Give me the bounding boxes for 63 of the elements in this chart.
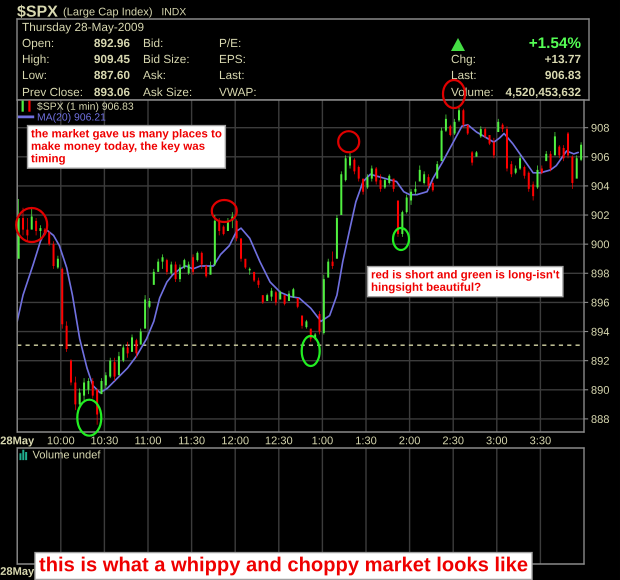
x-tick-label: 12:00 (222, 436, 249, 444)
x-tick-label: 2:00 (399, 436, 420, 444)
text: Chg: (452, 54, 475, 66)
text: this is what a whippy and choppy market looks like (39, 556, 528, 576)
x-tick-label: 11:30 (178, 436, 205, 444)
x-tick-label: 11:00 (135, 436, 162, 444)
x-tick-label: 28May (0, 436, 34, 447)
candlestick (257, 278, 260, 288)
text: Ask: (143, 70, 165, 80)
y-tick-label: 902 (591, 211, 609, 220)
candlestick (332, 251, 334, 269)
text: +1.54% (529, 37, 581, 48)
text: Bid Size: (144, 54, 189, 64)
y-tick-label: 894 (591, 328, 610, 336)
legend-label: MA(20) 906.21 (38, 112, 106, 123)
text: INDX (162, 8, 186, 16)
x-tick-label: 12:30 (266, 436, 292, 444)
candlestick (39, 225, 42, 238)
annotation: red is short and green is long-isn't hingsight beautiful? (372, 270, 560, 294)
y-tick-label: 904 (591, 182, 610, 190)
text: 892.96 (94, 38, 130, 48)
candlestick (162, 254, 164, 269)
y-tick-label: 908 (591, 124, 609, 132)
text: Last: (452, 70, 476, 80)
x-tick-label: 3:00 (486, 436, 508, 444)
text: +13.77 (545, 54, 580, 64)
text: 909.45 (94, 54, 130, 64)
y-tick-label: 896 (591, 298, 609, 307)
text: Thursday 28-May-2009 (22, 22, 144, 34)
x-tick-label: 1:30 (356, 436, 376, 444)
text: (Large Cap Index) (64, 7, 152, 18)
legend-label: $SPX (1 min) 906.83 (37, 102, 134, 112)
text: Low: (22, 70, 46, 80)
text: Bid: (144, 38, 162, 48)
text: Prev Close: (22, 88, 82, 96)
x-tick-label: 10:30 (91, 436, 118, 444)
text: 28May (0, 567, 34, 578)
candlestick (414, 182, 416, 195)
text: 893.06 (94, 88, 130, 96)
annotation: the market gave us many places to make money today, the key was timing (31, 129, 222, 165)
y-tick-label: 890 (591, 386, 610, 394)
text: Ask Size: (143, 88, 192, 96)
text: High: (22, 54, 48, 66)
y-tick-label: 906 (591, 153, 609, 161)
x-tick-label: 1:00 (312, 436, 333, 444)
y-tick-label: 888 (591, 415, 609, 424)
text: EPS: (220, 54, 245, 64)
text: $SPX (17, 4, 58, 18)
text: 906.83 (545, 70, 581, 80)
x-tick-label: 3:30 (530, 436, 551, 444)
text: Volume undef (32, 450, 100, 459)
text: VWAP: (219, 88, 256, 96)
text: 4,520,453,632 (506, 88, 581, 98)
y-tick-label: 900 (591, 240, 610, 248)
text: 887.60 (94, 70, 130, 80)
x-tick-label: 10:00 (48, 436, 74, 444)
line-series (17, 124, 580, 394)
text: Open: (22, 38, 54, 50)
y-tick-label: 898 (591, 270, 609, 278)
text: Last: (220, 70, 244, 80)
text: P/E: (220, 38, 240, 48)
y-tick-label: 892 (591, 356, 609, 365)
x-tick-label: 2:30 (442, 436, 464, 444)
